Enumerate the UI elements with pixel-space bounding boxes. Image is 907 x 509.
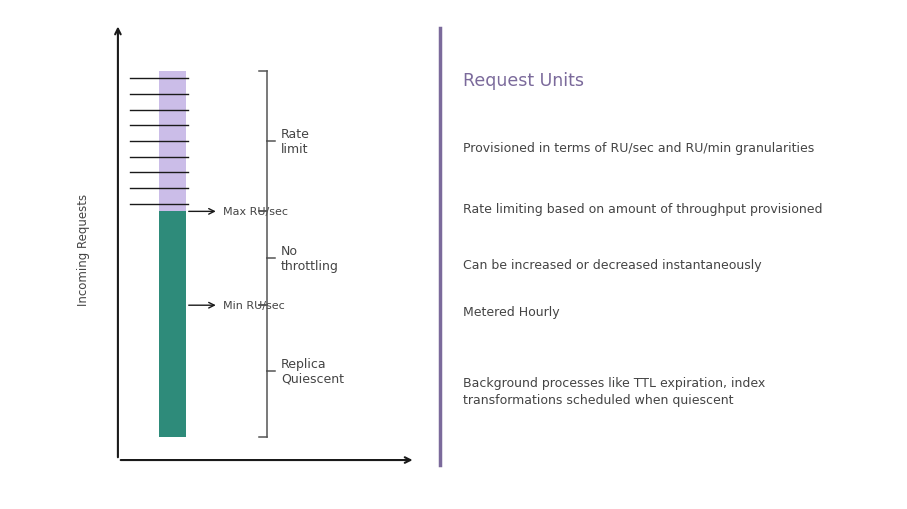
Text: Rate
limit: Rate limit xyxy=(281,128,310,156)
Bar xyxy=(159,71,186,212)
Text: No
throttling: No throttling xyxy=(281,245,339,273)
Text: Min RU/sec: Min RU/sec xyxy=(223,301,285,310)
Text: Rate limiting based on amount of throughput provisioned: Rate limiting based on amount of through… xyxy=(463,203,823,215)
Text: Provisioned in terms of RU/sec and RU/min granularities: Provisioned in terms of RU/sec and RU/mi… xyxy=(463,142,814,155)
Text: Max RU/sec: Max RU/sec xyxy=(223,207,288,217)
Text: Incoming Requests: Incoming Requests xyxy=(77,193,90,305)
Bar xyxy=(159,212,186,437)
Text: Metered Hourly: Metered Hourly xyxy=(463,305,560,319)
Text: Request Units: Request Units xyxy=(463,71,584,90)
Text: Can be increased or decreased instantaneously: Can be increased or decreased instantane… xyxy=(463,259,762,272)
Text: Background processes like TTL expiration, index
transformations scheduled when q: Background processes like TTL expiration… xyxy=(463,376,766,406)
Text: Replica
Quiescent: Replica Quiescent xyxy=(281,357,344,385)
